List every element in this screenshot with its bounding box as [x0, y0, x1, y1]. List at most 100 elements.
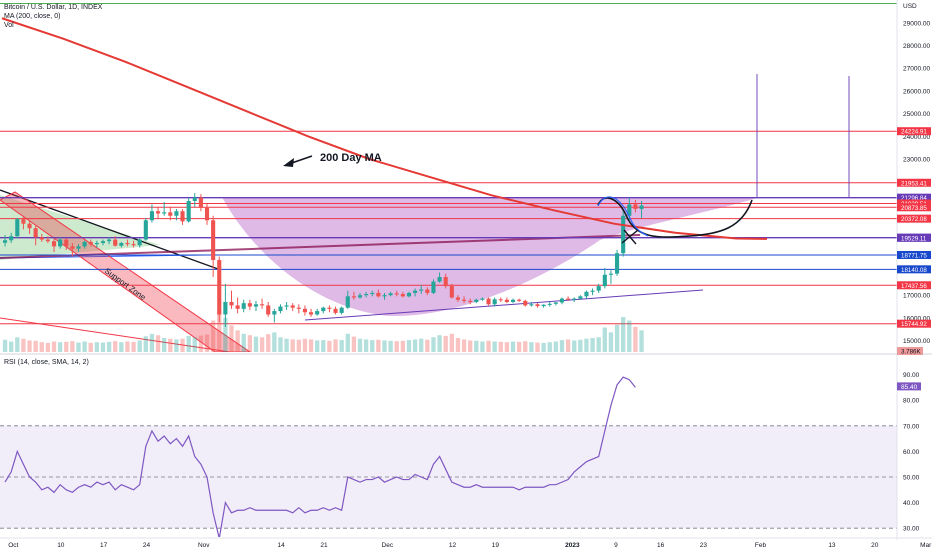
volume-bar: [553, 341, 559, 352]
volume-bar: [596, 337, 601, 352]
rsi-tick-label: 30.00: [903, 526, 920, 533]
volume-bar: [504, 342, 510, 352]
volume-bar: [547, 342, 552, 352]
candle-body: [266, 305, 271, 315]
volume-bar: [578, 339, 583, 352]
candle-body: [290, 305, 295, 308]
volume-bar: [278, 337, 283, 352]
volume-bar: [363, 339, 369, 352]
ma-legend: MA (200, close, 0): [4, 13, 61, 20]
candle-body: [51, 241, 57, 247]
candle-body: [468, 300, 473, 303]
volume-bar: [480, 341, 485, 352]
candle-body: [376, 292, 381, 297]
candle-body: [529, 304, 534, 306]
candle-body: [413, 290, 418, 293]
rsi-tick-label: 40.00: [903, 500, 920, 507]
volume-bar: [290, 339, 295, 352]
volume-bar: [388, 340, 393, 352]
volume-bar: [639, 330, 644, 352]
candle-body: [162, 212, 167, 214]
volume-tag-text: 3.786K: [901, 349, 921, 356]
candle-body: [388, 293, 393, 296]
candle-body: [608, 273, 613, 275]
volume-bar: [204, 334, 210, 352]
volume-bar: [498, 341, 503, 352]
time-tick-label: 9: [614, 542, 618, 549]
rsi-value-tag: [897, 382, 921, 391]
candle-body: [492, 299, 497, 305]
volume-bar: [474, 340, 479, 352]
candle-body: [33, 228, 38, 238]
volume-bar: [345, 333, 350, 352]
volume-bar: [529, 342, 534, 352]
price-level-text: 17437.56: [901, 283, 927, 290]
time-tick-label: 21: [320, 542, 328, 549]
volume-tag: [897, 347, 923, 355]
volume-bar: [192, 337, 197, 352]
candle-body: [82, 241, 87, 247]
candle-body: [296, 307, 301, 309]
volume-bar: [590, 338, 595, 352]
volume-bar: [284, 338, 289, 352]
volume-bar: [614, 324, 620, 352]
candle-body: [406, 292, 412, 297]
candle-body: [3, 240, 8, 243]
volume-bar: [119, 342, 124, 352]
candle-body: [9, 236, 14, 241]
x-mark: [621, 229, 639, 245]
rsi-tick-label: 60.00: [903, 449, 920, 456]
candle-body: [572, 298, 577, 300]
candle-body: [504, 299, 509, 303]
volume-bar: [76, 342, 81, 352]
volume-bar: [308, 339, 314, 352]
volume-bar: [321, 340, 326, 352]
candle-body: [15, 219, 20, 237]
candle-body: [174, 211, 179, 216]
candle-body: [370, 292, 375, 295]
volume-bar: [394, 341, 399, 352]
time-tick-label: Dec: [382, 542, 394, 549]
candle-body: [382, 295, 387, 297]
candle-body: [462, 299, 467, 301]
price-level-text: 21296.84: [901, 195, 927, 202]
candle-body: [547, 303, 552, 305]
volume-bar: [9, 341, 14, 352]
candle-body: [523, 300, 528, 306]
price-level-text: 21953.41: [901, 180, 927, 187]
volume-bar: [437, 335, 442, 352]
volume-bar: [131, 341, 136, 352]
volume-bar: [149, 333, 155, 352]
volume-bar: [339, 340, 344, 352]
rsi-pane: [0, 376, 897, 537]
time-tick-label: Feb: [755, 542, 767, 549]
price-tick-label: 29000.00: [903, 20, 930, 27]
candle-body: [45, 239, 50, 242]
volume-bar: [45, 342, 51, 352]
volume-bar: [125, 341, 130, 352]
volume-bar: [535, 342, 540, 352]
volume-bar: [376, 339, 381, 352]
volume-bar: [608, 332, 614, 352]
price-level-text: 15744.92: [901, 321, 927, 328]
candle-body: [596, 286, 601, 291]
candle-body: [425, 289, 430, 293]
candle-body: [113, 239, 118, 246]
ma200-line: [1, 17, 768, 240]
candle-body: [510, 299, 516, 303]
volume-bar: [39, 342, 44, 352]
candle-body: [480, 298, 485, 300]
candle-body: [566, 298, 571, 300]
candle-body: [621, 215, 626, 254]
candle-body: [590, 290, 595, 292]
time-tick-label: 14: [278, 542, 286, 549]
volume-bar: [621, 317, 626, 352]
volume-bar: [559, 340, 565, 352]
volume-bar: [186, 335, 191, 352]
price-level-text: 19529.11: [901, 235, 927, 242]
volume-bar: [162, 338, 167, 352]
rsi-line: [4, 376, 636, 537]
candle-body: [455, 297, 460, 300]
price-level-tag: [897, 127, 931, 136]
